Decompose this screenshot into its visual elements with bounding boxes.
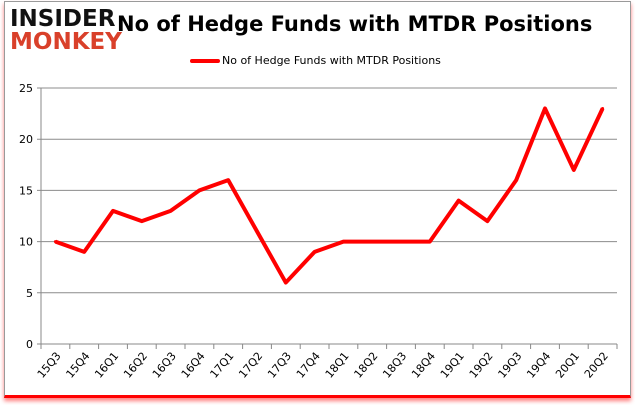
x-tick-label: 17Q2 [236, 350, 265, 381]
data-point [341, 240, 345, 244]
legend-label: No of Hedge Funds with MTDR Positions [222, 54, 441, 67]
insider-monkey-logo: INSIDER MONKEY [10, 8, 122, 54]
data-point [255, 229, 259, 233]
x-tick-label: 16Q1 [92, 350, 121, 381]
data-point [485, 219, 489, 223]
data-point [428, 240, 432, 244]
x-tick-label: 16Q2 [121, 350, 150, 381]
data-point [284, 281, 288, 285]
x-tick-label: 18Q1 [323, 350, 352, 381]
x-tick-label: 17Q4 [294, 350, 323, 381]
x-tick-label: 15Q4 [63, 350, 92, 381]
x-tick-label: 20Q1 [553, 350, 582, 381]
x-tick-label: 19Q1 [438, 350, 467, 381]
logo-line-1: INSIDER [10, 6, 116, 32]
logo-line-2: MONKEY [10, 29, 122, 55]
x-tick-label: 16Q4 [179, 350, 208, 381]
series-line [54, 106, 605, 285]
data-point [169, 209, 173, 213]
x-tick-label: 18Q3 [380, 350, 409, 381]
data-point [601, 106, 605, 110]
data-point [82, 250, 86, 254]
chart-title: No of Hedge Funds with MTDR Positions [117, 12, 593, 36]
x-tick-label: 18Q2 [351, 350, 380, 381]
x-tick-label: 19Q3 [495, 350, 524, 381]
data-point [313, 250, 317, 254]
data-point [111, 209, 115, 213]
x-tick-label: 19Q4 [524, 350, 553, 381]
y-tick-label: 20 [19, 133, 33, 146]
y-tick-label: 15 [19, 184, 33, 197]
x-tick-label: 17Q3 [265, 350, 294, 381]
data-point [572, 168, 576, 172]
data-point [226, 178, 230, 182]
legend: No of Hedge Funds with MTDR Positions [190, 54, 441, 67]
data-point [370, 240, 374, 244]
data-point [457, 199, 461, 203]
y-tick-label: 25 [19, 82, 33, 95]
x-tick-label: 17Q1 [207, 350, 236, 381]
data-point [197, 188, 201, 192]
x-tick-label: 19Q2 [467, 350, 496, 381]
data-point [53, 240, 57, 244]
data-point [514, 178, 518, 182]
chart-frame [4, 1, 631, 398]
data-point [399, 240, 403, 244]
x-tick-label: 15Q3 [35, 350, 64, 381]
y-tick-label: 10 [19, 236, 33, 249]
data-point [140, 219, 144, 223]
legend-swatch [190, 58, 220, 63]
x-tick-label: 16Q3 [150, 350, 179, 381]
x-tick-label: 20Q2 [582, 350, 611, 381]
y-tick-label: 5 [26, 287, 33, 300]
y-tick-label: 0 [26, 338, 33, 351]
x-tick-label: 18Q4 [409, 350, 438, 381]
data-point [543, 106, 547, 110]
